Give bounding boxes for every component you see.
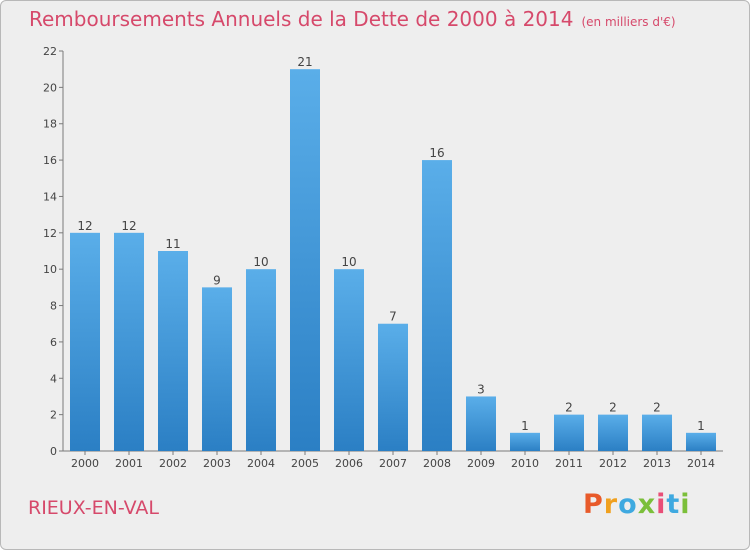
bar-2012 [598,414,628,451]
bar-2011 [554,414,584,451]
y-tick-label: 0 [50,445,57,458]
logo-letter: P [583,489,604,520]
x-tick-label: 2001 [115,457,143,470]
value-label: 1 [697,419,705,433]
logo-letter: x [637,489,657,520]
x-tick-label: 2008 [423,457,451,470]
y-tick-label: 6 [50,336,57,349]
commune-name: RIEUX-EN-VAL [28,497,159,519]
value-label: 12 [121,219,136,233]
value-label: 2 [653,401,661,415]
bar-2009 [466,396,496,451]
x-tick-label: 2007 [379,457,407,470]
value-label: 10 [341,255,356,269]
y-tick-label: 8 [50,300,57,313]
chart-unit: (en milliers d'€) [581,15,676,29]
logo-letter: o [618,489,638,520]
y-tick-label: 2 [50,409,57,422]
logo-letter: i [656,489,667,520]
bar-2013 [642,414,672,451]
x-tick-label: 2004 [247,457,275,470]
x-tick-label: 2005 [291,457,319,470]
value-label: 2 [609,401,617,415]
logo-letter: t [666,489,681,520]
y-tick-label: 16 [43,154,57,167]
value-label: 12 [77,219,92,233]
bar-2010 [510,432,540,451]
value-label: 11 [165,237,180,251]
value-label: 16 [429,146,444,160]
y-tick-label: 22 [43,45,57,58]
bar-2005 [290,69,320,451]
x-tick-label: 2014 [687,457,715,470]
x-tick-label: 2002 [159,457,187,470]
value-label: 10 [253,255,268,269]
value-label: 21 [297,55,312,69]
x-tick-label: 2003 [203,457,231,470]
bar-2006 [334,269,364,451]
value-label: 9 [213,273,221,287]
logo-letter: r [603,489,619,520]
x-tick-label: 2009 [467,457,495,470]
bar-2007 [378,323,408,451]
bar-2008 [422,160,452,451]
y-tick-label: 4 [50,372,57,385]
x-tick-label: 2000 [71,457,99,470]
y-tick-label: 20 [43,81,57,94]
value-label: 3 [477,382,485,396]
bar-2002 [158,251,188,451]
bar-2003 [202,287,232,451]
bar-2000 [70,232,100,451]
x-tick-label: 2010 [511,457,539,470]
y-tick-label: 14 [43,190,57,203]
value-label: 7 [389,310,397,324]
y-tick-label: 10 [43,263,57,276]
bar-2014 [686,432,716,451]
chart-title-row: Remboursements Annuels de la Dette de 20… [29,7,676,31]
y-tick-label: 18 [43,118,57,131]
x-tick-label: 2011 [555,457,583,470]
value-label: 2 [565,401,573,415]
chart-title: Remboursements Annuels de la Dette de 20… [29,7,574,31]
x-tick-label: 2013 [643,457,671,470]
x-tick-label: 2012 [599,457,627,470]
bar-2004 [246,269,276,451]
proxiti-logo[interactable]: Proxiti [583,489,691,520]
y-tick-label: 12 [43,227,57,240]
logo-letter: i [680,489,691,520]
value-label: 1 [521,419,529,433]
bar-2001 [114,232,144,451]
x-tick-label: 2006 [335,457,363,470]
